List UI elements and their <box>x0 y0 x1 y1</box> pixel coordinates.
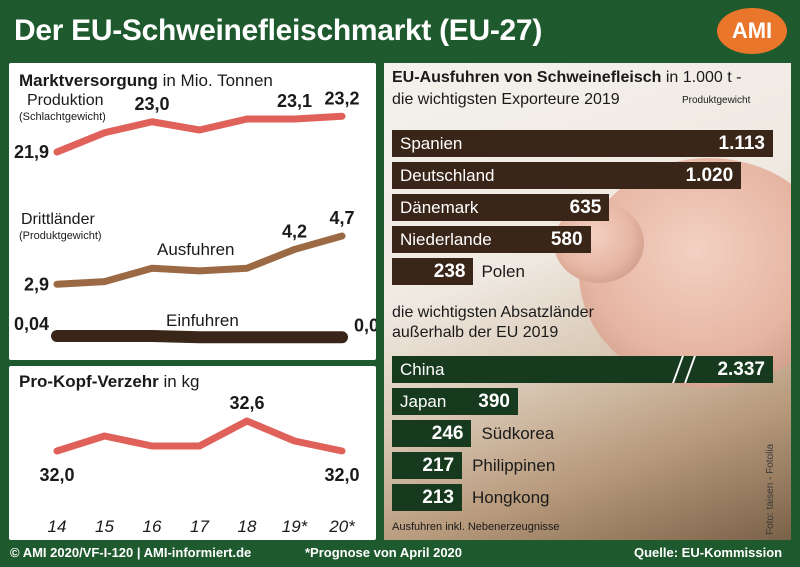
supply-heading-rest: in Mio. Tonnen <box>157 71 273 90</box>
series-line-1 <box>53 232 346 288</box>
destination-bar: 213 <box>392 484 462 511</box>
bar-category-label: Deutschland <box>400 166 495 185</box>
x-tick-label: 15 <box>95 517 114 536</box>
bar-value: 1.020 <box>685 165 734 186</box>
bar-category-label: Hongkong <box>472 488 550 507</box>
exports-series-label: Ausfuhren <box>157 240 235 259</box>
destination-bar: 390 Japan <box>392 388 518 415</box>
data-label: 2,9 <box>24 274 49 294</box>
bar-value: 213 <box>422 487 454 508</box>
axis-break-mark <box>672 356 696 383</box>
footer-copyright: © AMI 2020/VF-I-120 | AMI-informiert.de <box>10 545 252 560</box>
destination-bar: 217 <box>392 452 463 479</box>
exporter-bar: 238 <box>392 258 474 285</box>
data-label: 21,9 <box>14 142 49 162</box>
consumption-panel: 32,0 32,6 32,0 14 15 16 17 18 19* 20* Pro-Kopf-Ve… <box>9 366 376 540</box>
bar-category-label: Philippinen <box>472 456 556 475</box>
destinations-heading-2: außerhalb der EU 2019 <box>392 324 559 341</box>
data-label: 0,03 <box>354 315 376 335</box>
data-label: 4,7 <box>329 208 354 228</box>
data-label: 23,0 <box>134 94 169 114</box>
data-label: 32,6 <box>229 393 264 413</box>
data-label: 4,2 <box>282 221 307 241</box>
x-tick-label: 14 <box>48 517 67 536</box>
data-label: 23,1 <box>277 91 312 111</box>
page-title: Der EU-Schweinefleischmarkt (EU-27) <box>14 14 543 47</box>
exporter-bar: 580 Niederlande <box>392 226 591 253</box>
footer-forecast-note: *Prognose von April 2020 <box>305 545 463 560</box>
data-label: 23,2 <box>324 88 359 108</box>
supply-heading-bold: Marktversorgung <box>19 71 158 90</box>
supply-chart: 21,9 23,0 23,1 23,2 2,9 4,2 4,7 0,04 0,03 <box>14 88 376 344</box>
exporters-heading-rest: in 1.000 t - <box>661 69 742 86</box>
bar-category-label: China <box>400 360 445 379</box>
production-sublabel: (Schlachtgewicht) <box>19 111 106 123</box>
exporter-bar: 1.020 Deutschland <box>392 162 742 189</box>
series-line-0 <box>53 112 346 156</box>
bar-category-label: Niederlande <box>400 230 492 249</box>
data-label: 32,0 <box>39 465 74 485</box>
exporters-heading-line2: die wichtigsten Exporteure 2019 <box>392 91 620 108</box>
third-countries-label: Drittländer <box>21 211 95 228</box>
bar-category-label: Japan <box>400 392 447 411</box>
supply-heading: Marktversorgung in Mio. Tonnen <box>19 71 273 91</box>
bar-category-label: Südkorea <box>481 424 555 443</box>
bar-value: 1.113 <box>718 133 766 154</box>
consumption-heading-bold: Pro-Kopf-Verzehr <box>19 372 159 391</box>
x-tick-label: 18 <box>238 517 257 536</box>
supply-panel: 21,9 23,0 23,1 23,2 2,9 4,2 4,7 0,04 0,03 Marktv… <box>9 63 376 360</box>
destination-bar: 246 <box>392 420 472 447</box>
data-label: 32,0 <box>324 465 359 485</box>
bar-category-label: Spanien <box>400 134 463 153</box>
production-label: Produktion <box>27 92 104 109</box>
bar-value: 580 <box>550 229 583 250</box>
x-tick-label: 20* <box>328 517 356 536</box>
bar-value: 238 <box>433 261 466 282</box>
exporters-heading-bold: EU-Ausfuhren von Schweinefleisch <box>392 69 662 86</box>
x-tick-label: 17 <box>190 517 209 536</box>
bar-value: 635 <box>569 197 602 218</box>
destination-bar: 2.337 China <box>392 356 773 383</box>
ami-logo: AMI <box>717 8 787 54</box>
bar-value: 390 <box>478 391 510 412</box>
exports-note: Ausfuhren inkl. Nebenerzeugnisse <box>392 521 560 533</box>
destinations-heading-1: die wichtigsten Absatzländer <box>392 304 594 321</box>
bar-value: 217 <box>422 455 455 476</box>
consumption-heading: Pro-Kopf-Verzehr in kg <box>19 372 199 392</box>
x-tick-label: 16 <box>143 517 162 536</box>
bar-value: 2.337 <box>717 359 765 380</box>
consumption-heading-rest: in kg <box>158 372 200 391</box>
bar-category-label: Polen <box>481 262 525 281</box>
x-tick-label: 19* <box>282 517 309 536</box>
unit-note: Produktgewicht <box>682 95 751 106</box>
footer-source: Quelle: EU-Kommission <box>634 545 783 560</box>
exporters-panel: EU-Ausfuhren von Schweinefleisch in 1.00… <box>384 63 791 540</box>
data-label: 0,04 <box>14 314 49 334</box>
exporter-bar: 1.113 Spanien <box>392 130 773 157</box>
bar-category-label: Dänemark <box>400 198 479 217</box>
exporter-bar: 635 Dänemark <box>392 194 610 221</box>
bar-value: 246 <box>431 423 464 444</box>
third-countries-sublabel: (Produktgewicht) <box>19 230 102 242</box>
series-line-2 <box>51 330 348 344</box>
exporters-heading: EU-Ausfuhren von Schweinefleisch in 1.00… <box>392 69 741 87</box>
imports-series-label: Einfuhren <box>166 311 239 330</box>
consumption-chart: 32,0 32,6 32,0 14 15 16 17 18 19* 20* <box>39 393 359 536</box>
consumption-line <box>53 417 346 455</box>
photo-credit: Foto: taisen - Fotolia <box>765 443 776 535</box>
